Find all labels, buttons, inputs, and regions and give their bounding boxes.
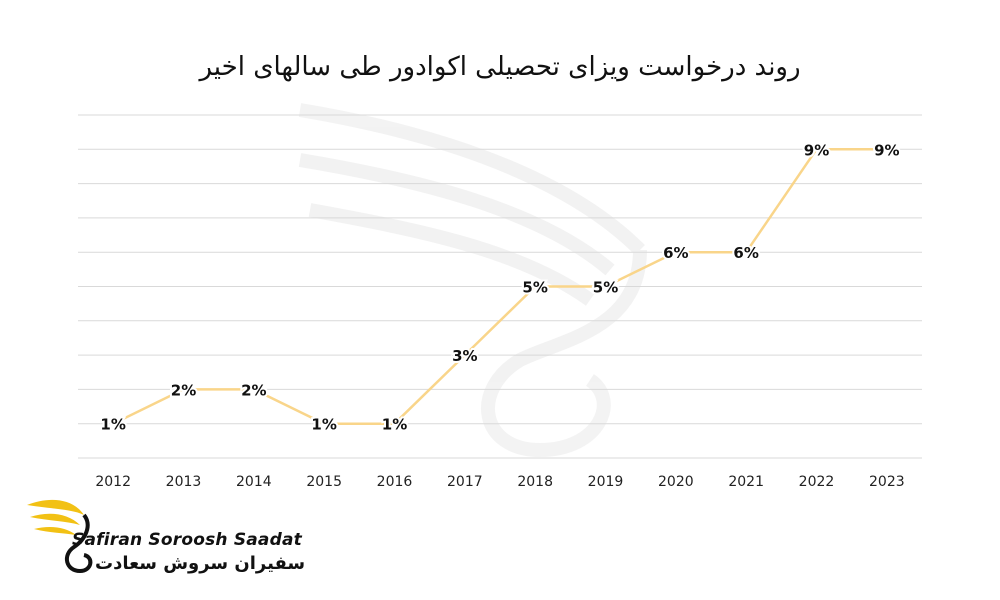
x-tick-label: 2023 (869, 474, 905, 490)
line-segment (111, 388, 185, 425)
data-label: 9% (874, 141, 899, 159)
line-segment (463, 285, 537, 357)
grid-lines (78, 114, 922, 459)
x-tick-label: 2022 (799, 474, 835, 490)
x-tick-label: 2019 (588, 474, 624, 490)
logo-text-fa: سفیران سروش سعادت (95, 553, 306, 574)
data-label: 2% (241, 381, 266, 399)
x-axis-ticks: 2012 2013 2014 2015 2016 2017 2018 2019 2020 2021… (95, 474, 904, 490)
line-segment (604, 250, 678, 288)
data-label: 2% (171, 381, 196, 399)
line-segment (393, 353, 467, 425)
data-label: 1% (382, 416, 407, 434)
x-tick-label: 2021 (728, 474, 764, 490)
watermark-bird-icon (298, 103, 647, 458)
x-tick-label: 2013 (166, 474, 202, 490)
data-label: 6% (733, 244, 758, 262)
x-tick-label: 2014 (236, 474, 272, 490)
logo-text-en: Safiran Soroosh Saadat (72, 530, 302, 550)
x-tick-label: 2016 (377, 474, 413, 490)
x-tick-label: 2012 (95, 474, 131, 490)
x-tick-label: 2018 (517, 474, 553, 490)
data-label: 5% (522, 279, 547, 297)
data-label: 1% (311, 416, 336, 434)
series-line (111, 148, 889, 425)
x-tick-label: 2020 (658, 474, 694, 490)
line-segment (252, 388, 326, 425)
data-label: 3% (452, 347, 477, 365)
chart-title: روند درخواست ویزای تحصیلی اکوادور طی سال… (199, 52, 801, 82)
line-segment (744, 148, 818, 254)
x-tick-label: 2015 (306, 474, 342, 490)
data-labels: 1% 2% 2% 1% 1% 3% 5% 5% 6% 6% 9% 9% (98, 139, 901, 435)
logo-icon (27, 499, 93, 574)
data-label: 6% (663, 244, 688, 262)
data-label: 9% (804, 141, 829, 159)
data-label: 1% (100, 416, 125, 434)
x-tick-label: 2017 (447, 474, 483, 490)
data-label: 5% (593, 279, 618, 297)
